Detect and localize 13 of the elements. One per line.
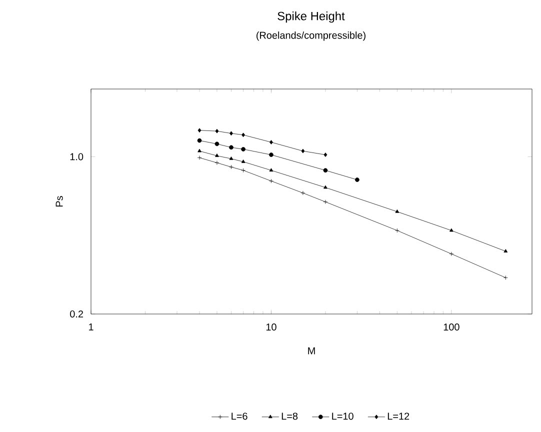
legend-label: L=8 — [282, 412, 298, 420]
chart-subtitle: (Roelands/compressible) — [256, 32, 366, 41]
chart-title: Spike Height — [278, 12, 345, 23]
y-tick-label: 0.2 — [70, 310, 83, 318]
x-axis-title: M — [308, 347, 315, 354]
x-tick-label: 100 — [444, 324, 460, 331]
y-tick-label: 1.0 — [70, 153, 84, 160]
x-tick-label: 1 — [88, 323, 94, 330]
legend-label: L=12 — [388, 412, 410, 420]
legend-label: L=6 — [232, 412, 248, 420]
y-axis-title: Ps — [56, 196, 63, 206]
legend-label: L=10 — [332, 412, 354, 420]
x-tick-label: 10 — [266, 324, 276, 331]
